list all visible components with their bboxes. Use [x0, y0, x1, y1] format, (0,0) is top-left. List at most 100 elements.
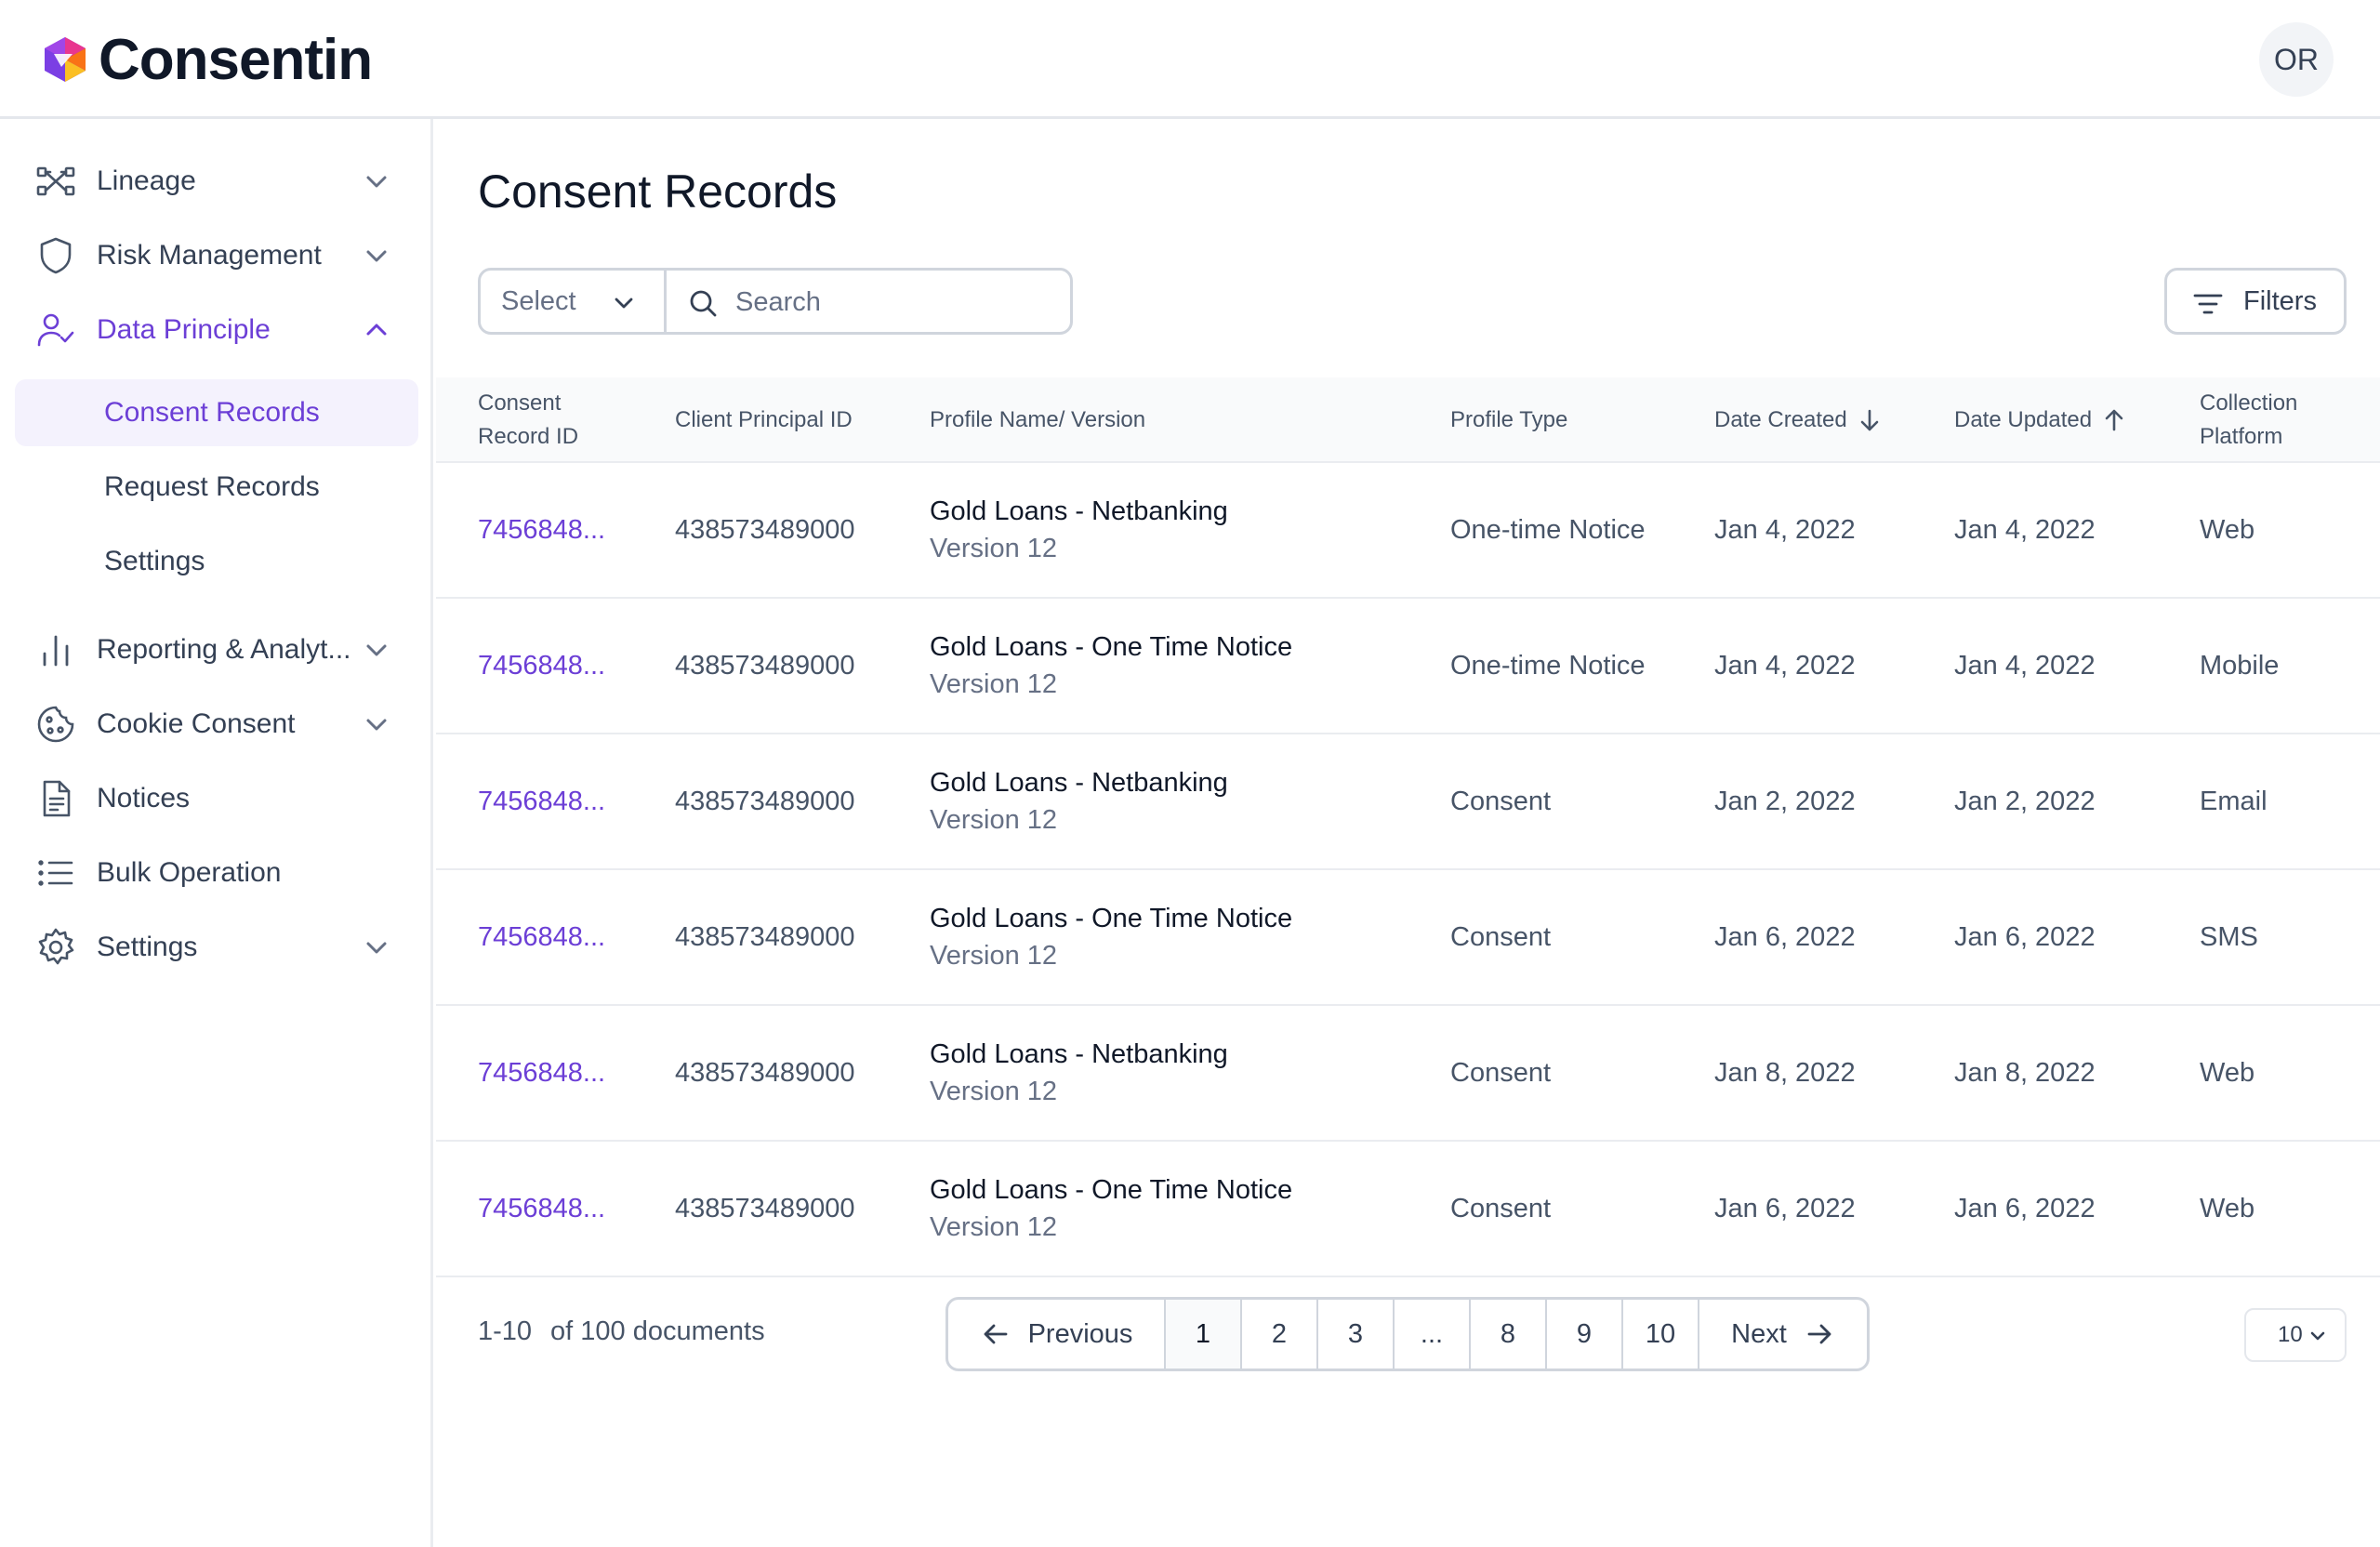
column-header-label: Date Updated: [1954, 407, 2093, 432]
column-header-client-id[interactable]: Client Principal ID: [675, 377, 853, 463]
record-id-link[interactable]: 7456848...: [478, 514, 606, 545]
sidebar-item-settings[interactable]: Settings: [0, 915, 433, 980]
record-id-link[interactable]: 7456848...: [478, 1193, 606, 1223]
app-name: Consentin: [99, 27, 373, 92]
page-button-2[interactable]: 2: [1242, 1300, 1318, 1368]
sidebar-subitem-request-records[interactable]: Request Records: [15, 454, 418, 521]
column-header-date-created[interactable]: Date Created: [1714, 377, 1883, 463]
next-page-button[interactable]: Next: [1699, 1300, 1867, 1368]
previous-page-button[interactable]: Previous: [948, 1300, 1166, 1368]
date-created-cell: Jan 2, 2022: [1714, 786, 1856, 816]
page-button-9[interactable]: 9: [1547, 1300, 1623, 1368]
search-input[interactable]: [735, 284, 1051, 321]
user-check-icon: [35, 310, 76, 350]
profile-type-cell: Consent: [1450, 1057, 1552, 1088]
results-count: 1-10 of 100 documents: [478, 1316, 765, 1347]
shield-icon: [35, 235, 76, 276]
client-id-cell: 438573489000: [675, 786, 855, 816]
page-size-select[interactable]: 10: [2244, 1308, 2347, 1362]
record-id-link[interactable]: 7456848...: [478, 1057, 606, 1088]
previous-label: Previous: [1027, 1318, 1133, 1349]
user-avatar[interactable]: OR: [2259, 22, 2334, 97]
arrow-up-icon: [2105, 409, 2123, 431]
platform-cell: Email: [2200, 786, 2268, 816]
next-label: Next: [1731, 1318, 1787, 1349]
sidebar-subitem-label: Request Records: [104, 471, 320, 502]
gear-icon: [35, 927, 76, 968]
chevron-down-icon: [2310, 1331, 2325, 1341]
page-button-8[interactable]: 8: [1471, 1300, 1547, 1368]
profile-name: Gold Loans - One Time Notice: [930, 632, 1293, 662]
platform-cell: Mobile: [2200, 650, 2280, 681]
client-id-cell: 438573489000: [675, 1057, 855, 1088]
record-id-link[interactable]: 7456848...: [478, 786, 606, 816]
table-row[interactable]: 7456848... 438573489000 Gold Loans - One…: [436, 1142, 2380, 1277]
profile-version: Version 12: [930, 805, 1058, 835]
date-created-cell: Jan 4, 2022: [1714, 650, 1856, 681]
platform-cell: SMS: [2200, 921, 2258, 952]
page-button-10[interactable]: 10: [1623, 1300, 1699, 1368]
table-row[interactable]: 7456848... 438573489000 Gold Loans - One…: [436, 599, 2380, 734]
page-button-3[interactable]: 3: [1318, 1300, 1395, 1368]
profile-version: Version 12: [930, 941, 1058, 971]
table-row[interactable]: 7456848... 438573489000 Gold Loans - Net…: [436, 1006, 2380, 1142]
column-header-profile[interactable]: Profile Name/ Version: [930, 377, 1145, 463]
filters-button[interactable]: Filters: [2164, 268, 2347, 335]
sidebar-subitem-settings[interactable]: Settings: [15, 528, 418, 595]
profile-type-cell: Consent: [1450, 786, 1552, 816]
profile-cell: Gold Loans - One Time Notice Version 12: [930, 1142, 1292, 1276]
page-ellipsis: ...: [1395, 1300, 1471, 1368]
sidebar-item-label: Risk Management: [97, 240, 322, 271]
sidebar-item-label: Settings: [97, 932, 198, 962]
record-id-link[interactable]: 7456848...: [478, 650, 606, 681]
arrow-right-icon: [1807, 1324, 1831, 1344]
cookie-icon: [35, 704, 76, 745]
app-logo[interactable]: Consentin: [41, 27, 373, 92]
profile-type-cell: Consent: [1450, 1193, 1552, 1223]
profile-cell: Gold Loans - One Time Notice Version 12: [930, 599, 1292, 733]
client-id-cell: 438573489000: [675, 650, 855, 681]
profile-name: Gold Loans - Netbanking: [930, 1039, 1228, 1069]
table-header: Consent Record ID Client Principal ID Pr…: [436, 377, 2380, 463]
sidebar-item-bulk-operation[interactable]: Bulk Operation: [0, 840, 433, 906]
chevron-down-icon: [366, 719, 387, 731]
sidebar: Lineage Risk Management Data Principle C…: [0, 119, 433, 1547]
sidebar-item-cookie-consent[interactable]: Cookie Consent: [0, 692, 433, 757]
results-total: of 100 documents: [550, 1316, 765, 1346]
chevron-down-icon: [615, 298, 633, 309]
column-header-platform[interactable]: Collection Platform: [2200, 377, 2297, 463]
table-row[interactable]: 7456848... 438573489000 Gold Loans - One…: [436, 870, 2380, 1006]
column-header-line: Collection: [2200, 390, 2298, 416]
sidebar-item-lineage[interactable]: Lineage: [0, 149, 433, 214]
chevron-down-icon: [366, 644, 387, 656]
table-row[interactable]: 7456848... 438573489000 Gold Loans - Net…: [436, 734, 2380, 870]
column-header-record-id[interactable]: Consent Record ID: [478, 377, 578, 463]
sidebar-subitem-consent-records[interactable]: Consent Records: [15, 379, 418, 446]
chevron-down-icon: [366, 176, 387, 188]
sidebar-item-label: Reporting & Analyt...: [97, 634, 351, 665]
column-header-type[interactable]: Profile Type: [1450, 377, 1567, 463]
profile-name: Gold Loans - One Time Notice: [930, 1175, 1293, 1205]
sidebar-item-risk-management[interactable]: Risk Management: [0, 223, 433, 288]
record-id-link[interactable]: 7456848...: [478, 921, 606, 952]
profile-name: Gold Loans - Netbanking: [930, 768, 1228, 798]
results-range: 1-10: [478, 1316, 533, 1346]
page-size-value: 10: [2278, 1322, 2303, 1347]
bar-chart-icon: [35, 629, 76, 670]
sidebar-item-data-principle[interactable]: Data Principle: [0, 298, 433, 363]
date-updated-cell: Jan 6, 2022: [1954, 1193, 2096, 1223]
profile-type-cell: One-time Notice: [1450, 514, 1646, 545]
date-updated-cell: Jan 6, 2022: [1954, 921, 2096, 952]
column-header-date-updated[interactable]: Date Updated: [1954, 377, 2127, 463]
sidebar-item-notices[interactable]: Notices: [0, 766, 433, 831]
client-id-cell: 438573489000: [675, 1193, 855, 1223]
search-box: [667, 271, 1070, 332]
page-button-1[interactable]: 1: [1166, 1300, 1242, 1368]
profile-cell: Gold Loans - Netbanking Version 12: [930, 463, 1228, 597]
table-row[interactable]: 7456848... 438573489000 Gold Loans - Net…: [436, 463, 2380, 599]
sidebar-item-reporting-analytics[interactable]: Reporting & Analyt...: [0, 617, 433, 682]
date-updated-cell: Jan 4, 2022: [1954, 650, 2096, 681]
search-field-select[interactable]: Select: [481, 271, 667, 332]
profile-name: Gold Loans - One Time Notice: [930, 904, 1293, 933]
column-header-label: Profile Type: [1450, 407, 1568, 432]
